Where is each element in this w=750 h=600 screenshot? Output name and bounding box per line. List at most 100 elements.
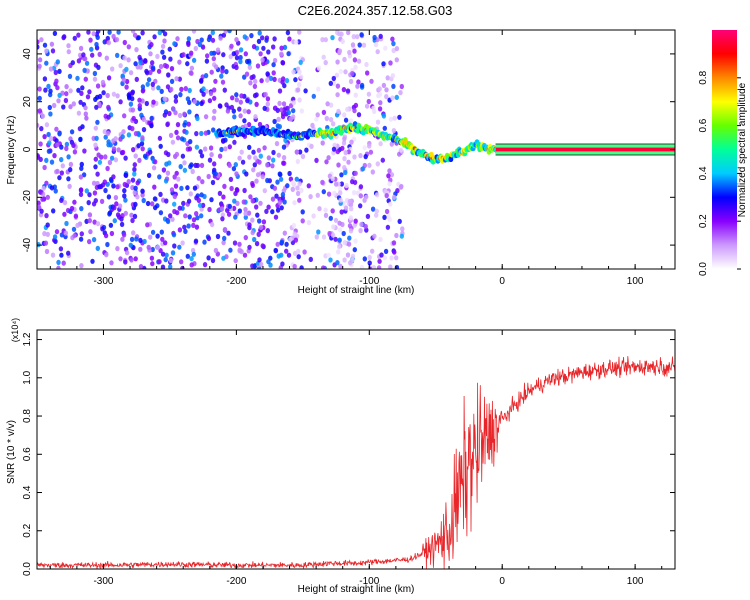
heatmap-cell <box>104 55 110 61</box>
heatmap-cell <box>183 86 188 92</box>
heatmap-cell <box>346 159 351 165</box>
heatmap-cell <box>370 169 375 175</box>
heatmap-cell <box>350 253 356 259</box>
heatmap-cell <box>279 205 284 211</box>
heatmap-cell <box>77 52 83 58</box>
heatmap-cell <box>279 51 284 57</box>
heatmap-cell <box>178 164 183 170</box>
heatmap-cell <box>343 205 349 211</box>
heatmap-cell <box>210 179 216 186</box>
heatmap-cell <box>146 172 152 178</box>
heatmap-cell <box>113 195 119 201</box>
heatmap-cell <box>333 217 339 223</box>
heatmap-cell <box>59 170 64 176</box>
heatmap-cell <box>381 113 387 119</box>
heatmap-cell <box>46 83 51 89</box>
heatmap-cell <box>87 89 92 95</box>
heatmap-cell <box>120 236 125 242</box>
heatmap-cell <box>213 171 218 177</box>
x-tick-label: -300 <box>93 276 113 287</box>
heatmap-cell <box>213 247 219 254</box>
heatmap-cell <box>106 142 111 148</box>
heatmap-cell <box>240 159 246 165</box>
heatmap-cell <box>316 86 321 92</box>
heatmap-cell <box>97 51 102 58</box>
heatmap-cell <box>107 30 112 35</box>
heatmap-cell <box>164 252 169 258</box>
heatmap-cell <box>384 87 389 93</box>
snr-y-scale-label: (x10⁴) <box>10 318 20 342</box>
x-tick-label: -100 <box>359 576 379 587</box>
heatmap-y-axis-label: Frequency (Hz) <box>6 116 17 185</box>
heatmap-cell <box>186 36 192 42</box>
heatmap-cell <box>169 78 175 84</box>
heatmap-cell <box>285 183 290 189</box>
heatmap-cell <box>244 171 249 177</box>
heatmap-cell <box>355 83 360 89</box>
heatmap-cell <box>82 148 87 154</box>
heatmap-cell <box>130 90 135 96</box>
y-tick-label: 20 <box>22 96 33 108</box>
heatmap-cell <box>300 209 305 215</box>
heatmap-cell <box>126 44 131 50</box>
heatmap-cell <box>69 129 75 135</box>
heatmap-cell <box>44 48 49 54</box>
heatmap-cell <box>179 136 185 142</box>
heatmap-cell <box>209 197 214 203</box>
heatmap-cell <box>80 85 85 91</box>
heatmap-cell <box>93 96 98 102</box>
heatmap-cell <box>247 64 252 70</box>
heatmap-cell <box>189 162 194 168</box>
heatmap-cell <box>115 52 120 59</box>
heatmap-cell <box>58 246 64 252</box>
heatmap-cell <box>366 91 372 97</box>
heatmap-cell <box>215 233 221 240</box>
heatmap-cell <box>126 57 131 63</box>
heatmap-cell <box>348 228 354 234</box>
heatmap-cell <box>187 87 192 94</box>
heatmap-cell <box>339 209 344 215</box>
heatmap-cell <box>388 116 394 122</box>
heatmap-cell <box>248 80 253 86</box>
heatmap-cell <box>122 188 127 194</box>
heatmap-cell <box>380 157 385 163</box>
heatmap-cell <box>320 140 325 146</box>
heatmap-cell <box>182 111 187 117</box>
heatmap-cell <box>383 45 388 51</box>
heatmap-cell <box>206 255 211 261</box>
heatmap-cell <box>271 62 276 68</box>
heatmap-cell <box>71 101 77 107</box>
heatmap-cell <box>390 73 396 79</box>
heatmap-cell <box>195 115 200 122</box>
heatmap-cell <box>79 206 84 212</box>
heatmap-cell <box>389 255 394 261</box>
heatmap-cell <box>141 116 146 122</box>
heatmap-cell <box>220 79 226 85</box>
heatmap-cell <box>75 222 80 228</box>
heatmap-cell <box>76 32 81 38</box>
heatmap-cell <box>279 107 284 113</box>
heatmap-cell <box>342 136 347 142</box>
heatmap-cell <box>49 41 55 47</box>
heatmap-cell <box>149 123 154 129</box>
heatmap-cell <box>282 44 288 51</box>
heatmap-cell <box>335 83 341 89</box>
heatmap-cell <box>388 201 393 207</box>
heatmap-cell <box>338 68 343 75</box>
heatmap-cell <box>159 229 164 235</box>
heatmap-cell <box>71 226 77 232</box>
heatmap-cell <box>210 257 216 264</box>
heatmap-cell <box>333 236 338 242</box>
heatmap-cell <box>103 154 108 160</box>
heatmap-cell <box>166 151 171 158</box>
heatmap-cell <box>392 115 397 121</box>
heatmap-cell <box>123 259 128 265</box>
heatmap-cell <box>387 216 392 223</box>
heatmap-cell <box>178 92 183 98</box>
heatmap-cell <box>130 126 135 132</box>
heatmap-cell <box>272 118 277 125</box>
heatmap-cell <box>293 237 299 243</box>
heatmap-cell <box>177 244 182 250</box>
heatmap-cell <box>385 224 391 230</box>
heatmap-cell <box>78 174 84 180</box>
